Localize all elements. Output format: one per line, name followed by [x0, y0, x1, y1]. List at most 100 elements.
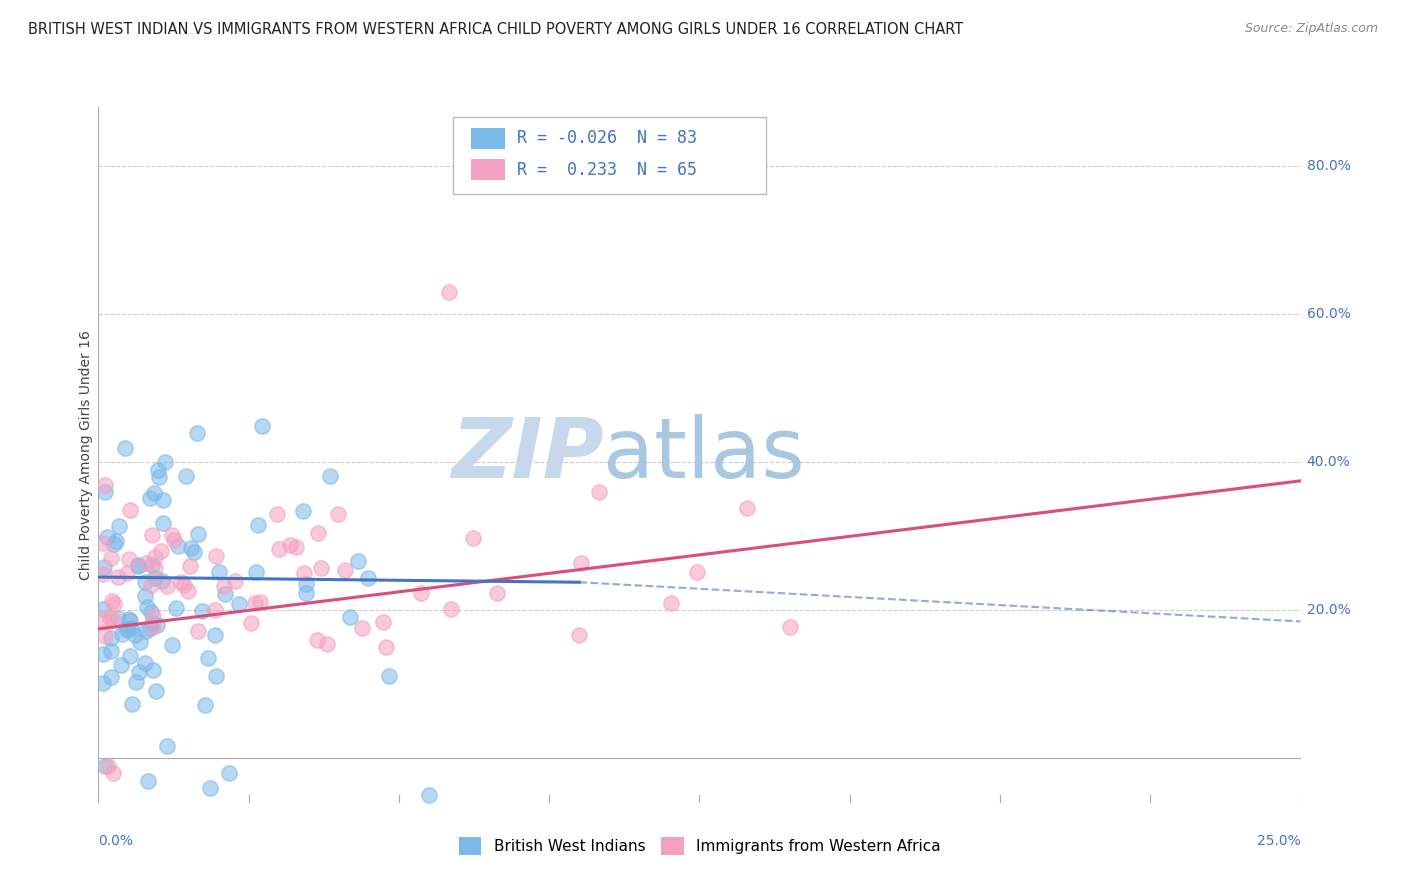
Point — [94, 759, 117, 773]
Point — [568, 628, 591, 642]
Point — [292, 504, 315, 518]
Point — [115, 566, 138, 581]
Point — [319, 469, 342, 483]
Point — [100, 550, 122, 565]
Point — [569, 556, 592, 570]
Point — [152, 492, 174, 507]
Point — [461, 531, 484, 545]
Point — [139, 621, 162, 635]
Point — [588, 485, 610, 500]
Point — [177, 584, 200, 599]
Point — [152, 574, 174, 588]
Point — [659, 596, 682, 610]
Point — [100, 670, 122, 684]
Point — [295, 576, 318, 591]
Point — [197, 650, 219, 665]
Point — [194, 698, 217, 712]
Point — [91, 602, 114, 616]
Point — [190, 604, 212, 618]
Point — [115, 622, 138, 636]
Point — [118, 612, 141, 626]
Point — [347, 554, 370, 568]
Point — [165, 601, 187, 615]
Point — [117, 623, 139, 637]
Point — [128, 665, 150, 680]
Point — [207, 566, 229, 580]
Point — [108, 518, 131, 533]
Point — [187, 624, 209, 639]
Point — [91, 612, 114, 626]
Text: R =  0.233  N = 65: R = 0.233 N = 65 — [517, 161, 697, 178]
Point — [779, 620, 801, 634]
Point — [93, 477, 115, 491]
Point — [103, 597, 125, 611]
Point — [141, 616, 163, 631]
Point — [91, 567, 114, 582]
Point — [249, 594, 271, 608]
Point — [143, 549, 166, 564]
Point — [125, 674, 148, 689]
Point — [243, 596, 266, 610]
Point — [134, 574, 156, 589]
Point — [377, 669, 399, 683]
Point — [409, 585, 432, 599]
Point — [145, 561, 167, 575]
Point — [240, 616, 263, 631]
Text: 60.0%: 60.0% — [1306, 307, 1350, 321]
Point — [352, 621, 374, 635]
Point — [183, 545, 205, 559]
Text: R = -0.026  N = 83: R = -0.026 N = 83 — [517, 129, 697, 147]
Point — [135, 556, 157, 570]
Text: 20.0%: 20.0% — [1306, 603, 1350, 617]
Point — [127, 558, 149, 573]
Point — [100, 631, 122, 645]
Point — [103, 537, 125, 551]
Point — [267, 542, 290, 557]
Point — [120, 502, 142, 516]
Point — [94, 484, 117, 499]
Point — [339, 610, 361, 624]
Point — [228, 597, 250, 611]
Point — [204, 628, 226, 642]
Point — [374, 640, 396, 654]
Point — [141, 527, 163, 541]
Point — [169, 575, 191, 590]
Text: ZIP: ZIP — [451, 415, 603, 495]
Point — [311, 560, 333, 574]
Point — [152, 516, 174, 531]
Point — [127, 558, 149, 573]
Point — [148, 470, 170, 484]
Point — [139, 491, 162, 506]
Point — [418, 789, 440, 803]
Text: 80.0%: 80.0% — [1306, 160, 1350, 173]
Point — [162, 528, 184, 542]
Point — [107, 570, 129, 584]
Text: BRITISH WEST INDIAN VS IMMIGRANTS FROM WESTERN AFRICA CHILD POVERTY AMONG GIRLS : BRITISH WEST INDIAN VS IMMIGRANTS FROM W… — [28, 22, 963, 37]
Point — [148, 463, 170, 477]
Point — [120, 649, 142, 664]
Point — [134, 656, 156, 670]
Point — [97, 759, 120, 773]
Point — [186, 425, 208, 440]
Point — [149, 543, 172, 558]
Point — [139, 578, 162, 592]
Point — [120, 621, 142, 635]
Point — [278, 538, 301, 552]
Point — [163, 533, 186, 547]
Point — [110, 658, 132, 673]
Point — [295, 585, 318, 599]
Point — [357, 571, 380, 585]
Point — [371, 615, 394, 629]
Point — [135, 624, 157, 639]
Point — [156, 739, 179, 754]
Point — [145, 684, 167, 698]
Point — [155, 579, 177, 593]
Point — [166, 539, 188, 553]
Text: atlas: atlas — [603, 415, 806, 495]
Point — [98, 611, 121, 625]
Point — [439, 285, 461, 299]
Point — [204, 603, 226, 617]
Point — [114, 441, 136, 455]
Point — [93, 560, 115, 574]
Point — [134, 589, 156, 603]
